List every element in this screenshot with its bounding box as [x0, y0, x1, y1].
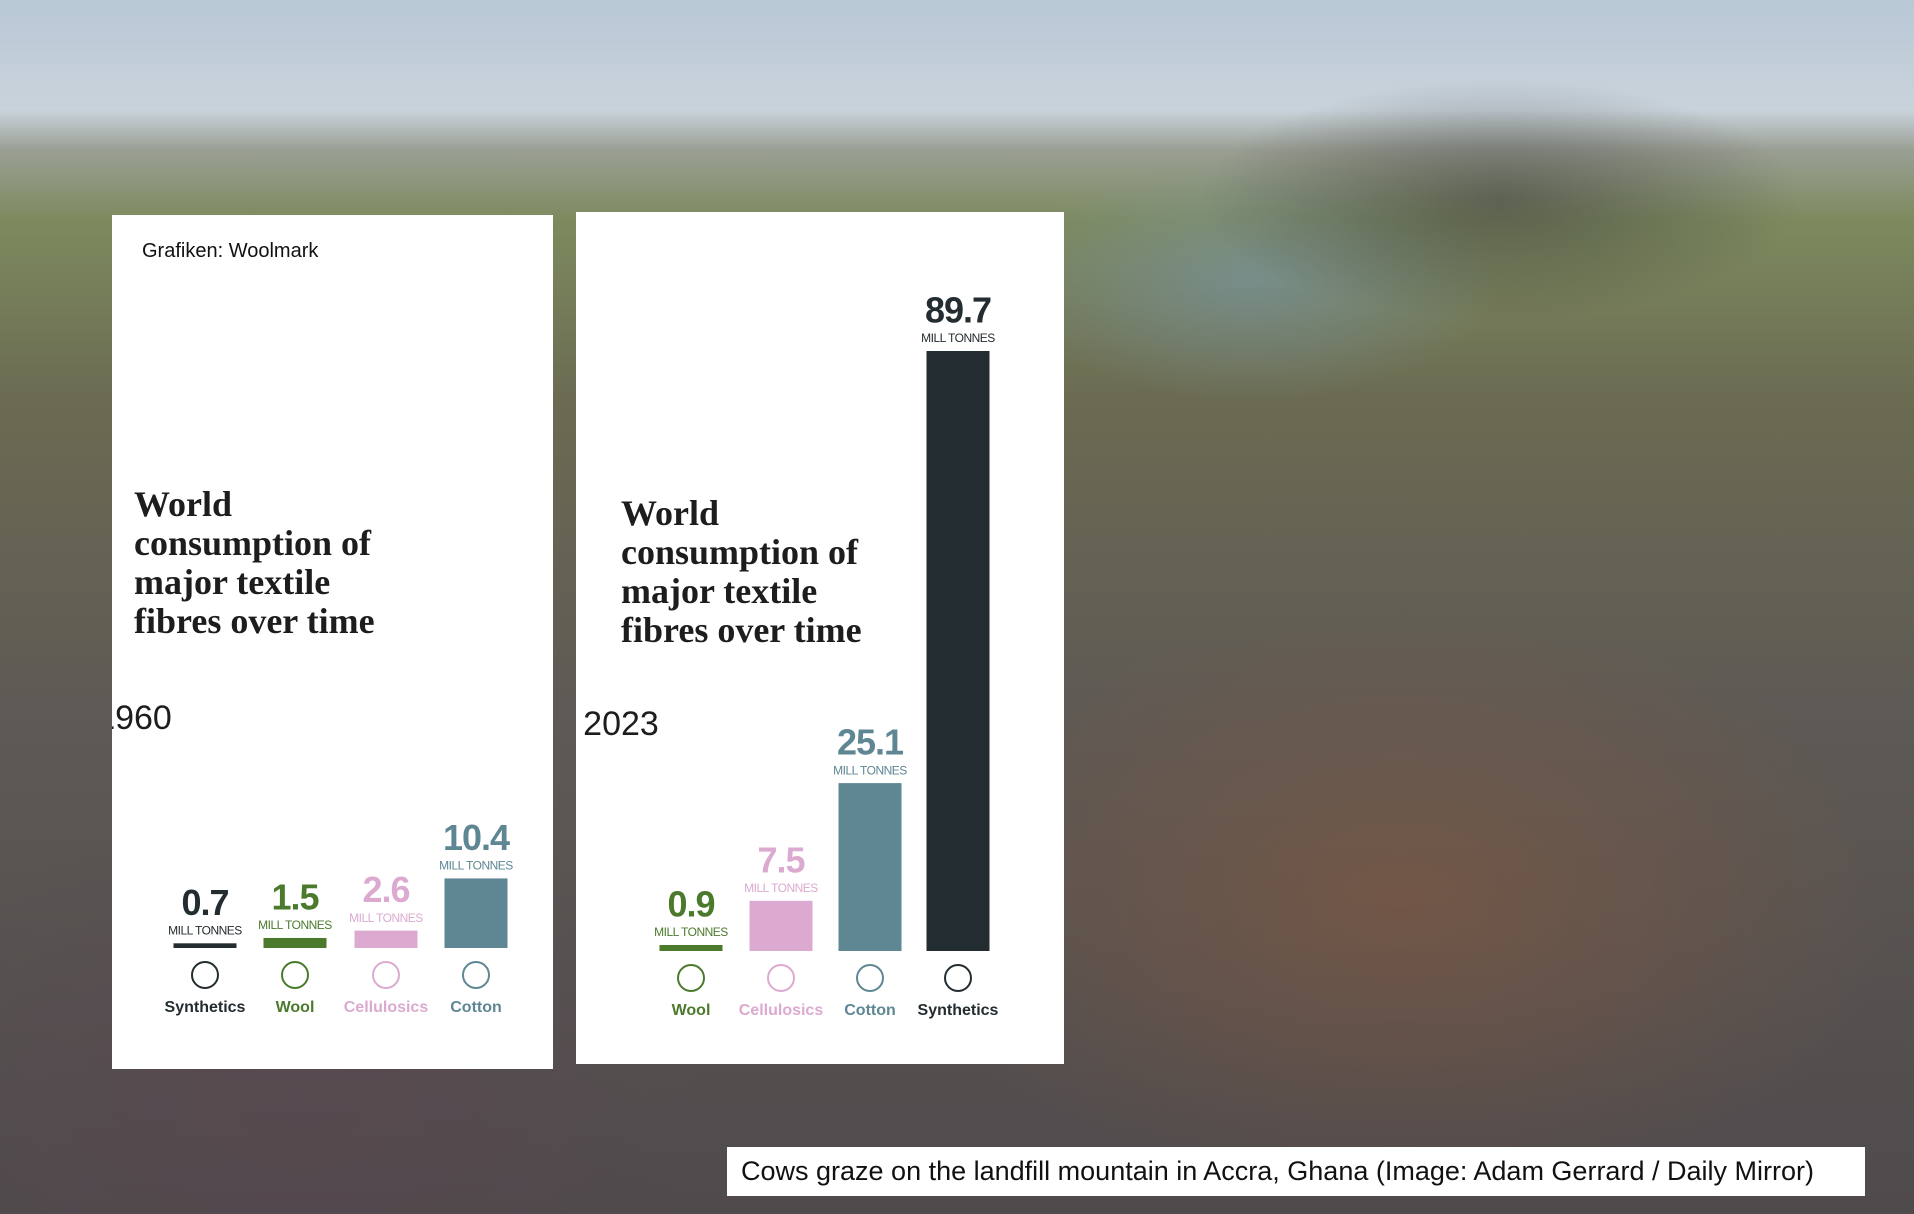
bar: [926, 351, 990, 951]
category-icon: [944, 964, 972, 992]
unit-label: MILL TONNES: [921, 331, 995, 345]
category-label: Cotton: [450, 999, 502, 1016]
value-label: 7.5: [757, 839, 805, 880]
category-icon: [462, 961, 490, 989]
chart-subtitle: 2023: [583, 705, 659, 743]
value-label: 10.4: [443, 817, 510, 858]
category-label: Synthetics: [918, 1002, 999, 1019]
bar: [659, 944, 723, 951]
category-icon: [281, 961, 309, 989]
category-label: Cotton: [844, 1002, 896, 1019]
bar: [173, 943, 237, 948]
chart-card: Grafiken: Woolmark World consumption of …: [112, 215, 553, 1069]
source-note: Grafiken: Woolmark: [142, 240, 319, 262]
value-label: 1.5: [271, 876, 319, 917]
category-icon: [677, 964, 705, 992]
bar: [838, 783, 902, 951]
unit-label: MILL TONNES: [258, 918, 332, 932]
unit-label: MILL TONNES: [168, 923, 242, 937]
value-label: 89.7: [925, 290, 991, 331]
category-icon: [191, 961, 219, 989]
category-icon: [767, 964, 795, 992]
chart-title: World consumption of major textile fibre…: [134, 484, 375, 641]
category-label: Wool: [672, 1002, 711, 1019]
bar: [749, 900, 813, 951]
category-icon: [856, 964, 884, 992]
value-label: 0.9: [667, 883, 714, 924]
value-label: 0.7: [181, 882, 228, 923]
category-label: Synthetics: [165, 999, 246, 1016]
category-label: Wool: [276, 999, 315, 1016]
chart-subtitle: 1960: [112, 699, 172, 737]
unit-label: MILL TONNES: [833, 763, 907, 777]
chart-card: World consumption of major textile fibre…: [576, 212, 1064, 1064]
unit-label: MILL TONNES: [744, 881, 818, 895]
chart-title: World consumption of major textile fibre…: [621, 493, 862, 650]
bar: [444, 878, 508, 948]
category-label: Cellulosics: [344, 999, 429, 1016]
category-label: Cellulosics: [739, 1002, 824, 1019]
category-icon: [372, 961, 400, 989]
value-label: 25.1: [837, 722, 904, 763]
value-label: 2.6: [362, 869, 409, 910]
unit-label: MILL TONNES: [349, 911, 423, 925]
photo-caption: Cows graze on the landfill mountain in A…: [727, 1147, 1865, 1196]
bar: [263, 937, 327, 948]
unit-label: MILL TONNES: [439, 859, 513, 873]
bar: [354, 930, 418, 948]
unit-label: MILL TONNES: [654, 925, 728, 939]
